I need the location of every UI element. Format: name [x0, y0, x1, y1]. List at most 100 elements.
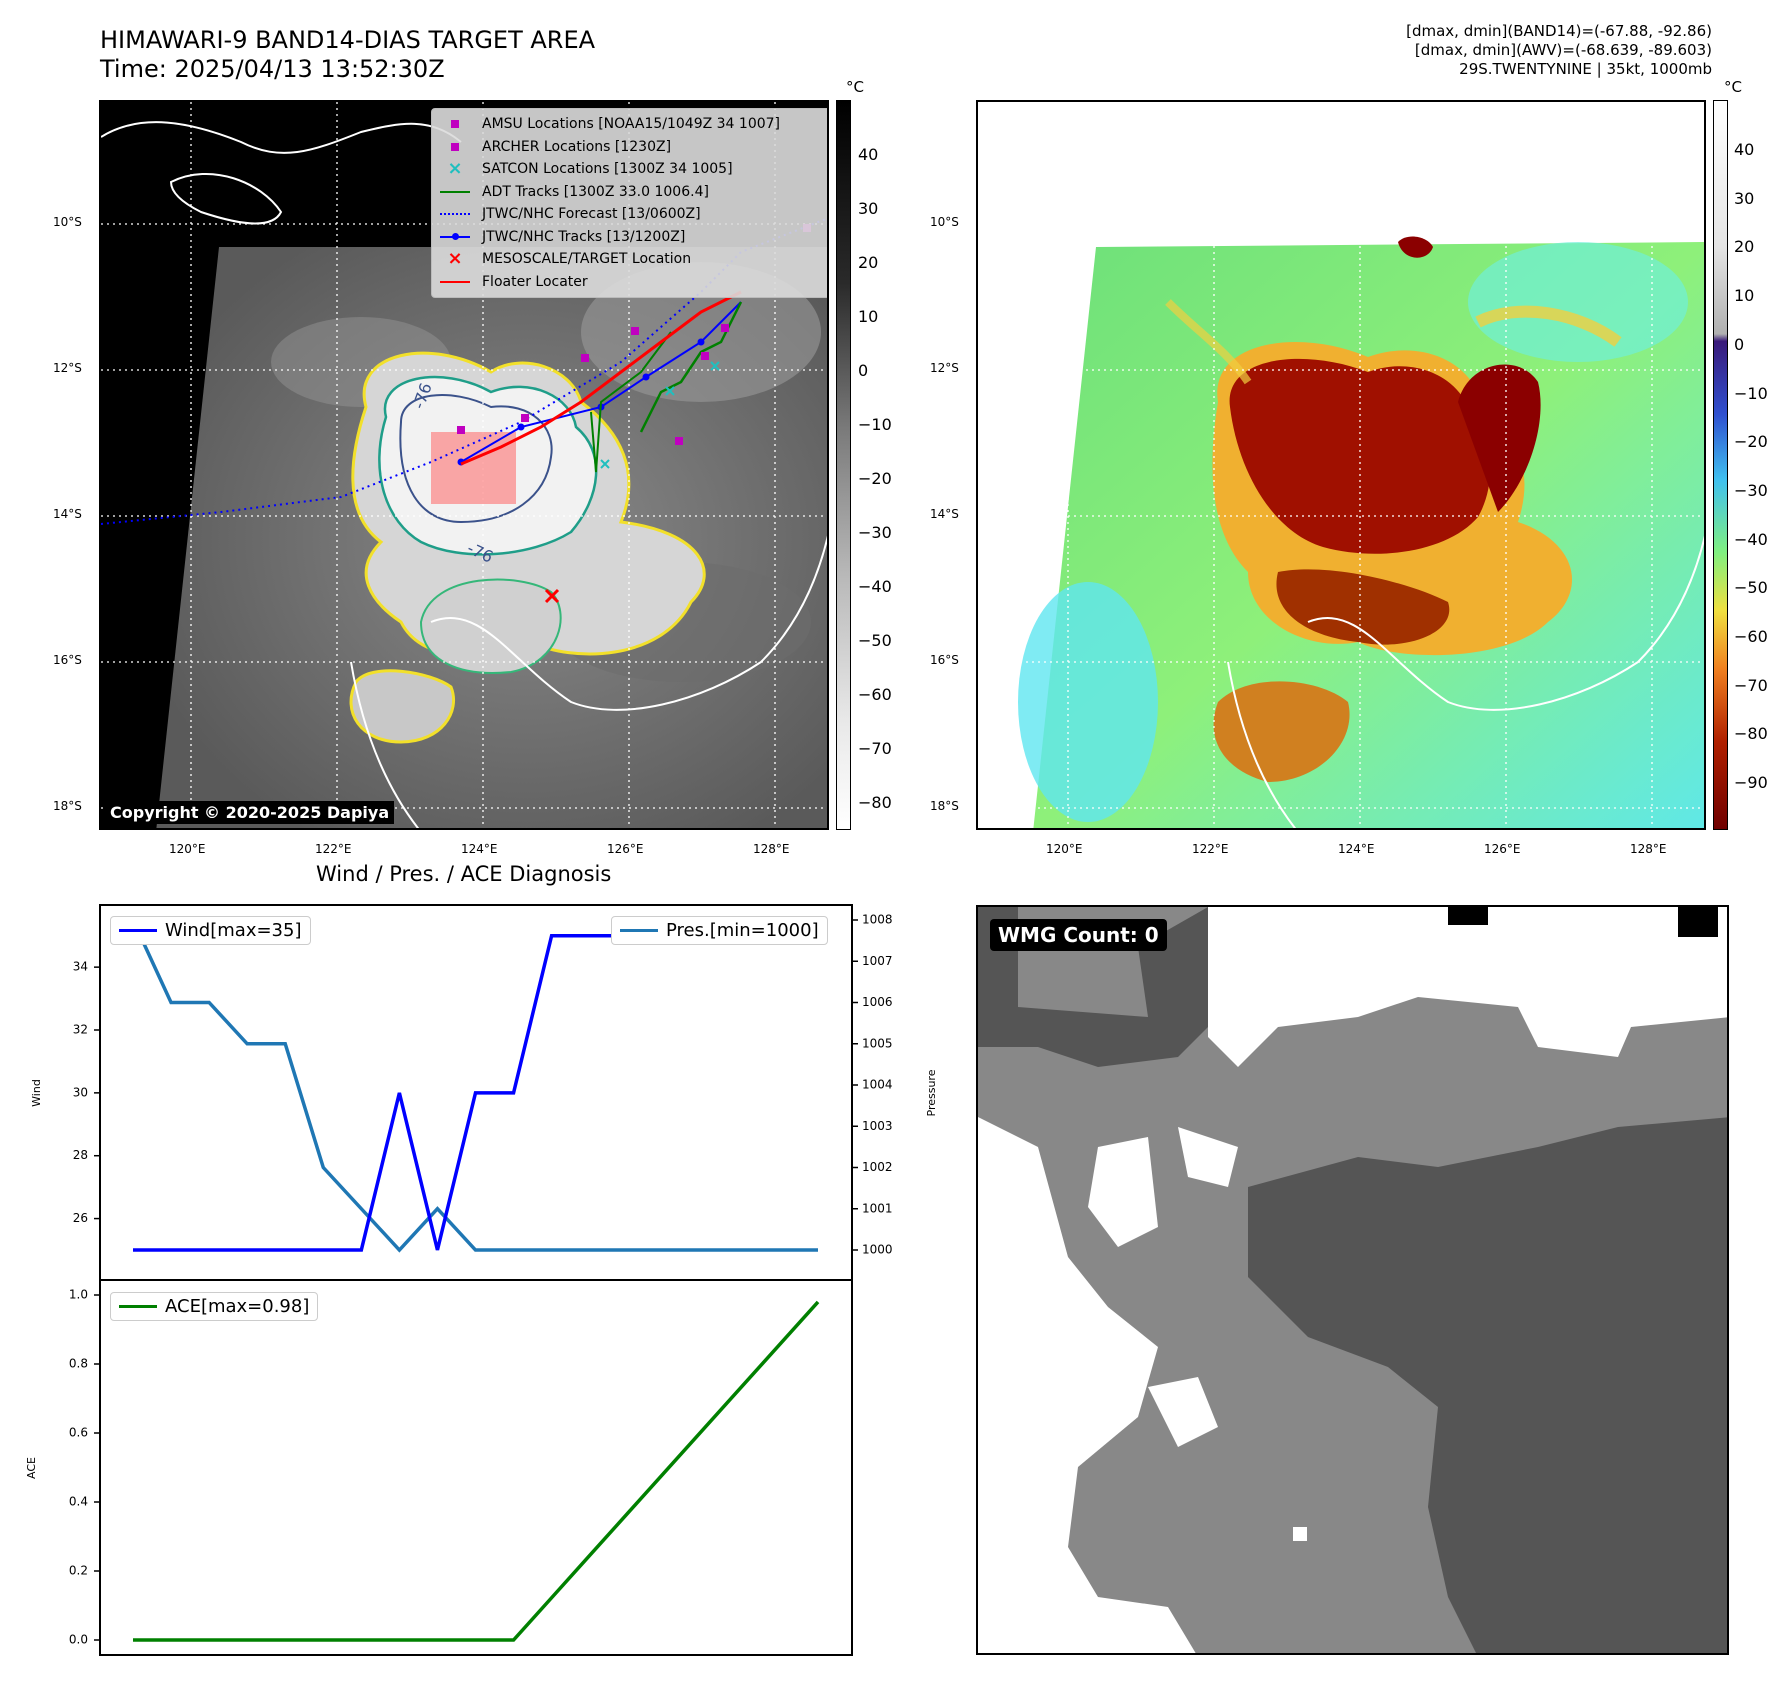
colorbar-tick-label: −10: [1734, 383, 1768, 403]
colorbar-tick-label: −60: [858, 685, 892, 704]
figure-title: HIMAWARI-9 BAND14-DIAS TARGET AREA Time:…: [100, 26, 595, 84]
ace-tick-label: 0.4: [69, 1495, 88, 1509]
colorbar-tick-label: 10: [858, 307, 879, 326]
pressure-legend: Pres.[min=1000]: [611, 916, 828, 945]
legend-entry-label: ARCHER Locations [1230Z]: [482, 138, 672, 155]
awv-gridlines: [978, 102, 1704, 828]
colorbar-tick-label: 20: [1734, 237, 1755, 257]
lat-tick-label: 10°S: [930, 215, 959, 229]
colorbar-tick-label: 0: [1734, 334, 1745, 354]
wind-tick-label: 34: [73, 960, 88, 974]
title-line-1: HIMAWARI-9 BAND14-DIAS TARGET AREA: [100, 26, 596, 54]
lat-tick-label: 16°S: [930, 653, 959, 667]
colorbar-tick-label: −90: [1734, 773, 1768, 793]
ace-legend-label: ACE[max=0.98]: [165, 1296, 310, 1317]
colorbar-tick-label: −30: [858, 523, 892, 542]
colorbar-tick-label: −50: [1734, 578, 1768, 598]
diagnosis-title: Wind / Pres. / ACE Diagnosis: [316, 862, 612, 886]
ace-tick-label: 0.6: [69, 1426, 88, 1440]
pressure-series-line: [131, 919, 818, 1253]
pressure-tick-label: 1008: [862, 913, 893, 927]
pressure-tick-label: 1004: [862, 1078, 893, 1092]
pressure-tick-label: 1005: [862, 1036, 893, 1050]
awv-southern-cell: [1213, 681, 1350, 782]
legend-swatch: [438, 113, 472, 136]
lat-tick-label: 14°S: [930, 507, 959, 521]
lon-tick-label: 126°E: [607, 842, 644, 856]
pressure-tick-label: 1002: [862, 1160, 893, 1174]
pressure-ylabel: Pressure: [925, 1069, 938, 1116]
colorbar-tick-label: −50: [858, 631, 892, 650]
subtitle-storm-info: 29S.TWENTYNINE | 35kt, 1000mb: [1459, 60, 1712, 78]
ace-legend: ACE[max=0.98]: [110, 1292, 319, 1321]
lat-tick-label: 18°S: [53, 799, 82, 813]
lat-tick-label: 14°S: [53, 507, 82, 521]
colorbar-tick-label: −20: [1734, 432, 1768, 452]
ir-map-panel: -76 -76 AMSU Locations [NOAA15/1049Z 34 …: [99, 100, 829, 830]
satcon-markers: [600, 361, 720, 469]
colorbar-tick-label: −70: [1734, 675, 1768, 695]
colorbar-tick-label: −80: [1734, 724, 1768, 744]
title-line-2: Time: 2025/04/13 13:52:30Z: [100, 55, 445, 83]
color-colorbar: [1713, 100, 1728, 830]
wmg-image: [978, 907, 1727, 1653]
map-legend: AMSU Locations [NOAA15/1049Z 34 1007] ARC…: [431, 108, 827, 298]
lat-tick-label: 18°S: [930, 799, 959, 813]
pressure-legend-label: Pres.[min=1000]: [666, 920, 819, 941]
legend-swatch: [438, 181, 472, 204]
legend-entry: JTWC/NHC Forecast [13/0600Z]: [438, 203, 827, 226]
legend-entry: × SATCON Locations [1300Z 34 1005]: [438, 158, 827, 181]
lon-tick-label: 128°E: [1630, 842, 1667, 856]
lon-tick-label: 122°E: [315, 842, 352, 856]
wind-series-line: [133, 933, 818, 1252]
pressure-tick-label: 1003: [862, 1119, 893, 1133]
wind-legend-label: Wind[max=35]: [165, 920, 302, 941]
pressure-tick-label: 1007: [862, 954, 893, 968]
floater-track: [460, 290, 742, 466]
lon-tick-label: 124°E: [1338, 842, 1375, 856]
legend-entry-label: AMSU Locations [NOAA15/1049Z 34 1007]: [482, 116, 781, 132]
legend-swatch: [438, 136, 472, 159]
awv-map-image: [978, 102, 1704, 828]
color-colorbar-unit: °C: [1724, 78, 1742, 96]
wind-ticks: 26 28 30 32 34: [73, 960, 100, 1225]
ace-tick-label: 1.0: [69, 1288, 88, 1302]
colorbar-tick-label: −40: [1734, 529, 1768, 549]
ace-ylabel: ACE: [25, 1457, 38, 1479]
legend-entry: AMSU Locations [NOAA15/1049Z 34 1007]: [438, 113, 827, 136]
copyright-label: Copyright © 2020-2025 Dapiya: [105, 801, 395, 824]
wind-tick-label: 32: [73, 1023, 88, 1037]
wind-tick-label: 28: [73, 1148, 88, 1162]
wind-legend: Wind[max=35]: [110, 916, 311, 945]
legend-swatch: ×: [447, 158, 463, 179]
legend-entry: JTWC/NHC Tracks [13/1200Z]: [438, 226, 827, 249]
lat-tick-label: 12°S: [930, 361, 959, 375]
legend-swatch: [438, 271, 472, 294]
wmg-dark-region: [1248, 1117, 1727, 1653]
figure-subtitle: [dmax, dmin](BAND14)=(-67.88, -92.86) [d…: [1406, 22, 1712, 79]
subtitle-awv-range: [dmax, dmin](AWV)=(-68.639, -89.603): [1414, 41, 1712, 59]
legend-swatch: ×: [447, 248, 463, 269]
legend-entry-label: JTWC/NHC Forecast [13/0600Z]: [482, 206, 701, 222]
legend-entry-label: MESOSCALE/TARGET Location: [482, 251, 692, 267]
colorbar-tick-label: −30: [1734, 480, 1768, 500]
colorbar-tick-label: 40: [858, 145, 879, 164]
subtitle-band14-range: [dmax, dmin](BAND14)=(-67.88, -92.86): [1406, 22, 1712, 40]
gray-colorbar-unit: °C: [846, 78, 864, 96]
legend-swatch: [438, 226, 472, 249]
gray-colorbar: [836, 100, 851, 830]
mesoscale-target-marker: [544, 588, 560, 604]
legend-swatch: [438, 203, 472, 226]
ace-tick-label: 0.2: [69, 1564, 88, 1578]
legend-entry: Floater Locater: [438, 271, 827, 294]
colorbar-tick-label: −20: [858, 469, 892, 488]
legend-entry: ADT Tracks [1300Z 33.0 1006.4]: [438, 181, 827, 204]
lat-tick-label: 16°S: [53, 653, 82, 667]
lat-tick-label: 12°S: [53, 361, 82, 375]
awv-coastline: [1307, 535, 1704, 711]
colorbar-tick-label: −40: [858, 577, 892, 596]
colorbar-tick-label: 40: [1734, 140, 1755, 159]
wind-tick-label: 30: [73, 1085, 88, 1099]
colorbar-tick-label: −80: [858, 793, 892, 812]
